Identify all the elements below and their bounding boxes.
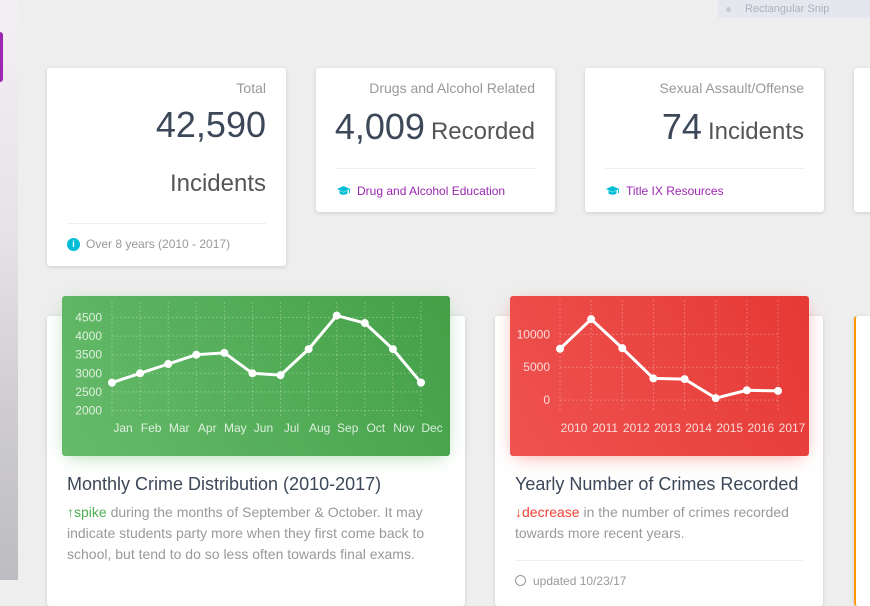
snip-icon xyxy=(726,6,731,12)
monthly-data-point xyxy=(220,348,229,357)
trend-word: spike xyxy=(74,504,107,520)
monthly-y-tick: 3500 xyxy=(75,348,102,362)
monthly-data-point xyxy=(136,369,145,378)
card-divider xyxy=(515,560,803,561)
monthly-data-point xyxy=(164,360,173,368)
yearly-x-tick: 2012 xyxy=(623,421,650,435)
stat-unit: Recorded xyxy=(430,118,535,145)
monthly-x-tick: Mar xyxy=(169,421,190,435)
stat-category: Total xyxy=(236,80,266,96)
yearly-data-point xyxy=(649,374,658,383)
chart-description: ↑spike during the months of September & … xyxy=(67,502,445,565)
monthly-data-point xyxy=(248,369,257,378)
chart-title: Yearly Number of Crimes Recorded xyxy=(515,474,799,494)
sidebar-active-indicator xyxy=(0,32,3,82)
yearly-data-point xyxy=(680,375,689,384)
stat-card-drugs: Drugs and Alcohol Related 4,009 Recorded … xyxy=(316,68,555,212)
monthly-x-tick: May xyxy=(224,421,247,435)
snip-label: Rectangular Snip xyxy=(745,3,830,15)
chart-description: ↓decrease in the number of crimes record… xyxy=(515,502,803,544)
monthly-data-point xyxy=(304,345,313,354)
monthly-data-point xyxy=(276,371,285,380)
yearly-data-point xyxy=(618,344,627,353)
description-text: in the number of crimes recorded towards… xyxy=(515,504,789,541)
stat-value: 74 xyxy=(661,106,702,147)
drug-education-link[interactable]: Drug and Alcohol Education xyxy=(357,184,506,198)
monthly-x-tick: Aug xyxy=(309,421,330,435)
clock-icon xyxy=(515,575,526,586)
yearly-y-tick: 5000 xyxy=(523,360,550,374)
yearly-x-tick: 2010 xyxy=(561,421,588,435)
yearly-x-tick: 2016 xyxy=(748,421,775,435)
updated-text: updated 10/23/17 xyxy=(533,574,627,588)
title-ix-link[interactable]: Title IX Resources xyxy=(626,184,724,198)
monthly-x-tick: Apr xyxy=(198,421,217,435)
stat-unit: Incidents xyxy=(707,118,804,145)
monthly-x-tick: Dec xyxy=(421,421,442,435)
monthly-data-point xyxy=(388,345,397,354)
arrow-down-icon: ↓ xyxy=(515,504,522,520)
monthly-data-point xyxy=(332,311,341,320)
yearly-data-point xyxy=(587,315,596,324)
monthly-y-tick: 3000 xyxy=(75,366,102,380)
monthly-data-point xyxy=(108,378,116,387)
monthly-chart-svg: 2000 2500 3000 3500 4000 4500 Jan Feb Mar Apr May J… xyxy=(75,302,443,435)
monthly-x-tick: Oct xyxy=(366,421,385,435)
stat-footer: Title IX Resources xyxy=(605,168,804,213)
background-strip xyxy=(0,0,18,580)
stat-value: 4,009 xyxy=(334,106,425,147)
monthly-x-tick: Feb xyxy=(141,421,162,435)
yearly-chart: 0 5000 10000 2010 2011 2012 2013 2014 2015 2016 20… xyxy=(510,296,809,456)
stat-category: Drugs and Alcohol Related xyxy=(369,80,535,96)
monthly-data-point xyxy=(360,319,369,328)
yearly-y-tick: 0 xyxy=(543,393,550,407)
monthly-x-tick: Jul xyxy=(284,421,299,435)
yearly-x-tick: 2011 xyxy=(592,421,618,435)
monthly-x-tick: Jun xyxy=(254,421,273,435)
stat-footer: Drug and Alcohol Education xyxy=(336,168,535,213)
monthly-x-tick: Jan xyxy=(113,421,132,435)
monthly-series-line xyxy=(111,314,423,385)
yearly-y-tick: 10000 xyxy=(517,327,551,341)
monthly-y-tick: 4500 xyxy=(75,310,102,324)
stat-footer: i Over 8 years (2010 - 2017) xyxy=(67,223,266,264)
stat-footer-text: Over 8 years (2010 - 2017) xyxy=(86,237,231,251)
stat-card-partial xyxy=(854,68,870,212)
monthly-x-tick: Sep xyxy=(337,421,359,435)
stat-category: Sexual Assault/Offense xyxy=(659,80,805,96)
yearly-data-point xyxy=(711,394,720,403)
monthly-x-tick: Nov xyxy=(393,421,414,435)
monthly-data-point xyxy=(417,378,425,387)
stat-unit: Incidents xyxy=(169,170,266,197)
monthly-chart: 2000 2500 3000 3500 4000 4500 Jan Feb Mar Apr May J… xyxy=(62,296,450,456)
chart-card-partial xyxy=(854,316,870,606)
monthly-y-tick: 4000 xyxy=(75,329,102,343)
graduation-cap-icon xyxy=(337,186,350,195)
yearly-x-tick: 2017 xyxy=(779,421,806,435)
info-icon: i xyxy=(67,237,80,251)
yearly-data-point xyxy=(742,386,751,395)
yearly-chart-svg: 0 5000 10000 2010 2011 2012 2013 2014 2015 2016 20… xyxy=(517,300,806,435)
yearly-data-point xyxy=(556,344,564,353)
description-text: during the months of September & October… xyxy=(67,504,425,562)
stat-card-sexual-assault: Sexual Assault/Offense 74 Incidents Title… xyxy=(585,68,824,212)
yearly-x-tick: 2014 xyxy=(685,421,712,435)
trend-word: decrease xyxy=(522,504,580,520)
yearly-x-tick: 2013 xyxy=(654,421,681,435)
arrow-up-icon: ↑ xyxy=(67,504,74,520)
rectangular-snip-overlay[interactable]: Rectangular Snip xyxy=(718,0,870,18)
stat-value: 42,590 xyxy=(155,104,266,145)
chart-title: Monthly Crime Distribution (2010-2017) xyxy=(67,474,382,494)
stat-card-total: Total 42,590 Incidents i Over 8 years (2… xyxy=(47,68,286,266)
monthly-y-tick: 2000 xyxy=(75,404,102,418)
monthly-y-tick: 2500 xyxy=(75,385,102,399)
graduation-cap-icon xyxy=(606,186,619,195)
yearly-series-line xyxy=(558,317,779,400)
yearly-data-point xyxy=(774,386,782,395)
yearly-x-tick: 2015 xyxy=(716,421,743,435)
monthly-data-point xyxy=(192,350,201,359)
